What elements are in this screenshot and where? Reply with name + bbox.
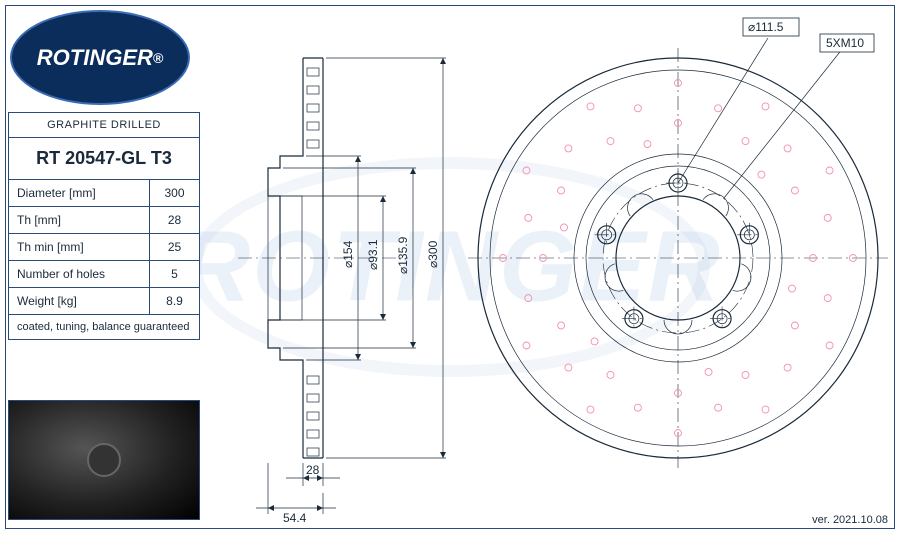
spec-value: 8.9 bbox=[150, 288, 200, 315]
version-label: ver. 2021.10.08 bbox=[812, 514, 888, 526]
spec-label: Th [mm] bbox=[9, 207, 150, 234]
dim-d93: ⌀93.1 bbox=[366, 239, 380, 270]
dim-hub-width: 54.4 bbox=[256, 463, 336, 525]
spec-label: Th min [mm] bbox=[9, 234, 150, 261]
spec-label: Weight [kg] bbox=[9, 288, 150, 315]
table-row: Diameter [mm]300 bbox=[9, 180, 200, 207]
drawing-svg: ⌀111.5 5XM10 28 54.4 bbox=[208, 8, 892, 526]
table-row: Number of holes5 bbox=[9, 261, 200, 288]
spec-value: 25 bbox=[150, 234, 200, 261]
bolt-label: 5XM10 bbox=[826, 36, 864, 50]
spec-value: 5 bbox=[150, 261, 200, 288]
dim-d154: ⌀154 bbox=[341, 240, 355, 268]
technical-drawing: ⌀111.5 5XM10 28 54.4 bbox=[208, 8, 892, 526]
dim-thickness: 28 bbox=[286, 463, 340, 486]
callout-bolt: 5XM10 bbox=[724, 34, 874, 198]
dim-d300: ⌀300 bbox=[426, 240, 440, 268]
dim-hub-label: 54.4 bbox=[283, 511, 307, 525]
spec-note: coated, tuning, balance guaranteed bbox=[9, 315, 200, 340]
table-row: Weight [kg]8.9 bbox=[9, 288, 200, 315]
front-view bbox=[468, 48, 888, 468]
table-row: Th min [mm]25 bbox=[9, 234, 200, 261]
brand-logo: ROTINGER® bbox=[10, 10, 190, 105]
dim-th-label: 28 bbox=[306, 463, 320, 477]
side-view bbox=[238, 58, 408, 458]
cooling-vanes bbox=[307, 68, 319, 456]
pcd-label: ⌀111.5 bbox=[748, 20, 784, 34]
product-subtitle: GRAPHITE DRILLED bbox=[9, 113, 200, 138]
spec-value: 28 bbox=[150, 207, 200, 234]
dim-d135: ⌀135.9 bbox=[396, 236, 410, 274]
product-photo bbox=[8, 400, 200, 520]
spec-table: GRAPHITE DRILLED RT 20547-GL T3 Diameter… bbox=[8, 112, 200, 340]
spec-label: Diameter [mm] bbox=[9, 180, 150, 207]
part-number: RT 20547-GL T3 bbox=[9, 138, 200, 180]
table-row: Th [mm]28 bbox=[9, 207, 200, 234]
spec-label: Number of holes bbox=[9, 261, 150, 288]
registered-icon: ® bbox=[153, 50, 163, 66]
spec-value: 300 bbox=[150, 180, 200, 207]
brand-text: ROTINGER bbox=[37, 45, 153, 71]
